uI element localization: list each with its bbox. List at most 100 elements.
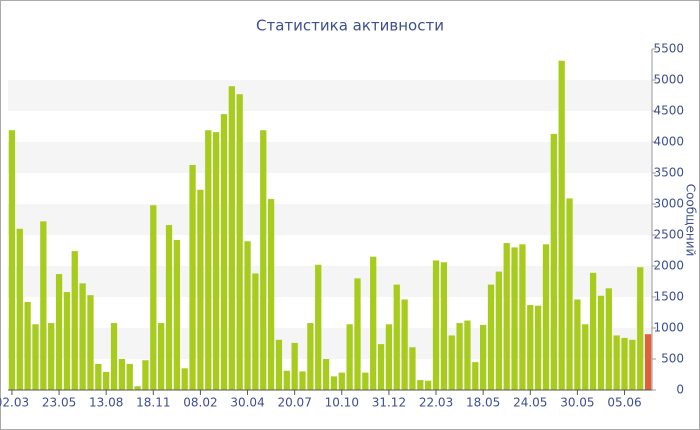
y-tick-label: 1000: [653, 321, 684, 335]
bar: [432, 260, 440, 390]
y-tick-label: 1500: [653, 290, 684, 304]
bar: [134, 386, 141, 390]
y-tick-label: 5500: [653, 42, 684, 56]
bar: [534, 305, 542, 390]
bar: [48, 323, 55, 390]
bar: [103, 372, 110, 390]
y-tick-label: 2500: [653, 228, 684, 242]
bar: [401, 299, 408, 390]
bar: [110, 323, 118, 390]
y-tick-label: 5000: [653, 73, 684, 87]
bar: [158, 323, 165, 390]
bar: [440, 262, 448, 390]
bar: [252, 273, 259, 390]
bar: [275, 339, 283, 390]
bar: [8, 130, 16, 390]
x-tick-label: 18.05: [466, 396, 500, 410]
bar: [165, 225, 173, 390]
bar: [118, 359, 126, 390]
bar: [558, 60, 565, 390]
grid-band: [8, 142, 652, 173]
bar: [63, 292, 71, 390]
bar: [71, 251, 78, 390]
bar: [448, 335, 455, 390]
bar: [480, 324, 487, 390]
bar: [40, 221, 47, 390]
bar: [315, 264, 322, 390]
bar: [322, 359, 330, 390]
bar: [574, 299, 581, 390]
bar: [409, 347, 416, 390]
bar: [181, 368, 188, 390]
bar: [283, 370, 290, 390]
bar: [613, 335, 620, 390]
bar: [527, 305, 534, 390]
bar: [370, 256, 377, 390]
x-tick-label: 31.12: [372, 396, 406, 410]
bar: [87, 295, 94, 390]
bar: [385, 324, 393, 390]
x-tick-label: 30.04: [230, 396, 264, 410]
bar: [597, 295, 605, 390]
bar: [417, 380, 424, 390]
bar: [550, 133, 557, 390]
bar: [566, 198, 573, 390]
bar: [173, 239, 180, 390]
bar: [487, 284, 495, 390]
bar: [16, 228, 23, 390]
y-tick-label: 3000: [653, 197, 684, 211]
x-tick-label: 30.05: [560, 396, 594, 410]
bar: [495, 271, 502, 390]
x-tick-label: 20.07: [277, 396, 311, 410]
bar: [362, 372, 369, 390]
bar: [55, 274, 63, 390]
bar: [330, 376, 338, 390]
bar: [503, 243, 510, 390]
y-tick-label: 500: [661, 352, 684, 366]
bar: [267, 199, 275, 390]
y-tick-label: 0: [676, 383, 684, 397]
y-tick-label: 4000: [653, 135, 684, 149]
bar: [589, 272, 597, 390]
x-tick-label: 05.06: [607, 396, 641, 410]
y-tick-label: 3500: [653, 166, 684, 180]
bar: [542, 244, 550, 390]
x-tick-label: 23.05: [42, 396, 76, 410]
bar: [197, 189, 204, 390]
bar: [393, 284, 400, 390]
bar: [126, 363, 133, 390]
bar: [519, 244, 526, 390]
bar: [464, 320, 471, 390]
bar: [291, 342, 298, 390]
bar: [307, 323, 314, 390]
bar: [425, 380, 432, 390]
x-tick-label: 10.10: [325, 396, 359, 410]
bar: [244, 241, 251, 390]
bar: [150, 205, 157, 390]
bar: [354, 278, 361, 390]
bar: [79, 283, 86, 390]
bar: [260, 130, 267, 390]
grid-band: [8, 80, 652, 111]
bar: [95, 363, 102, 390]
bar: [346, 324, 353, 390]
bar: [472, 362, 479, 390]
x-tick-label: 18.11: [136, 396, 170, 410]
y-tick-label: 4500: [653, 104, 684, 118]
x-tick-label: 02.03: [0, 396, 29, 410]
bar: [621, 337, 628, 390]
bar: [299, 371, 306, 390]
bar: [338, 372, 345, 390]
bar: [228, 86, 235, 390]
bar: [582, 324, 589, 390]
bar: [220, 114, 228, 390]
bar: [205, 130, 212, 390]
x-tick-label: 22.03: [419, 396, 453, 410]
bar: [189, 164, 196, 390]
y-axis-label: Сообщений: [684, 184, 698, 257]
bar: [456, 323, 463, 390]
bar: [605, 288, 612, 390]
x-tick-label: 08.02: [183, 396, 217, 410]
bar: [377, 344, 385, 390]
